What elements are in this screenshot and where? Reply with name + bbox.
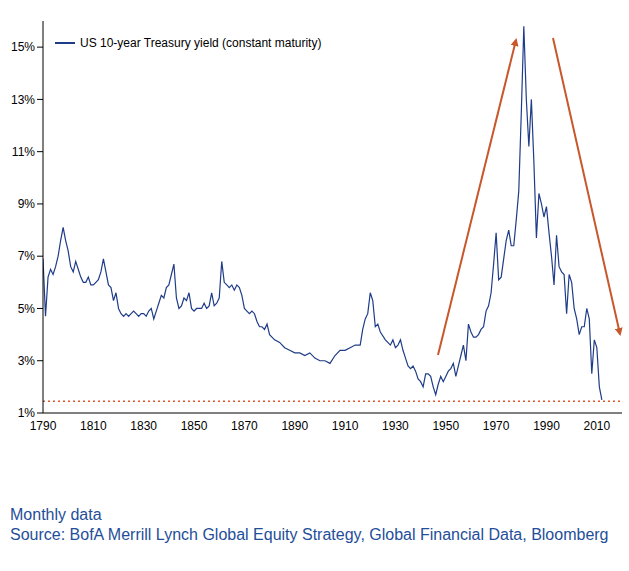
html-text:US 10-year Treasury yield (con: US 10-year Treasury yield (constant matu… [80,36,322,50]
svg-text:9%: 9% [18,197,36,211]
svg-text:2010: 2010 [583,419,610,433]
svg-text:1810: 1810 [80,419,107,433]
svg-text:1970: 1970 [483,419,510,433]
svg-text:13%: 13% [11,93,35,107]
svg-text:7%: 7% [18,249,36,263]
svg-text:1850: 1850 [181,419,208,433]
svg-text:1790: 1790 [30,419,57,433]
svg-text:1890: 1890 [281,419,308,433]
svg-text:3%: 3% [18,354,36,368]
svg-text:1950: 1950 [432,419,459,433]
html-text:Source: BofA Merrill Lynch Glo: Source: BofA Merrill Lynch Global Equity… [10,526,609,543]
svg-text:1910: 1910 [332,419,359,433]
svg-text:15%: 15% [11,40,35,54]
svg-text:1830: 1830 [130,419,157,433]
svg-text:11%: 11% [12,145,35,159]
svg-text:1%: 1% [18,406,36,420]
svg-text:1990: 1990 [533,419,560,433]
svg-text:1930: 1930 [382,419,409,433]
svg-text:1870: 1870 [231,419,258,433]
html-text:Monthly data: Monthly data [10,506,102,523]
svg-text:5%: 5% [18,302,36,316]
